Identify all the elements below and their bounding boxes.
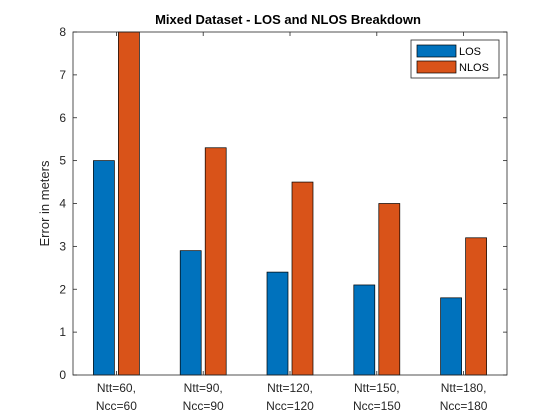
legend: LOS NLOS	[410, 39, 500, 79]
x-axis: Ntt=60, Ncc=60 Ntt=90, Ncc=90 Ntt=120, Ncc=12…	[96, 32, 488, 413]
bar-los-3	[266, 271, 289, 376]
bar-nlos-4	[378, 203, 401, 376]
chart-title: Mixed Dataset - LOS and NLOS Breakdown	[155, 12, 421, 27]
bar-nlos-2	[204, 147, 227, 376]
x-tick-label: Ncc=150	[353, 399, 401, 413]
plot-background	[73, 32, 507, 375]
legend-label-nlos: NLOS	[459, 62, 489, 74]
legend-swatch-nlos	[416, 60, 457, 74]
x-tick-label: Ncc=90	[183, 399, 224, 413]
y-tick-label: 0	[59, 368, 66, 382]
bar-los-2	[179, 250, 202, 376]
y-tick-label: 4	[59, 197, 66, 211]
bars-group	[93, 31, 487, 376]
y-tick-label: 7	[59, 68, 66, 82]
y-tick-label: 8	[59, 25, 66, 39]
y-tick-label: 1	[59, 325, 66, 339]
y-tick-label: 2	[59, 282, 66, 296]
y-tick-label: 6	[59, 111, 66, 125]
y-tick-label: 5	[59, 154, 66, 168]
x-tick-label: Ntt=120,	[267, 381, 313, 395]
legend-label-los: LOS	[459, 46, 481, 58]
bar-los-5	[440, 297, 462, 376]
x-tick-label: Ncc=120	[266, 399, 314, 413]
x-tick-label: Ncc=180	[440, 399, 488, 413]
y-axis-title: Error in meters	[37, 160, 52, 246]
bar-nlos-3	[291, 181, 314, 376]
bar-nlos-1	[118, 31, 140, 376]
x-tick-label: Ntt=180,	[441, 381, 487, 395]
x-tick-label: Ncc=60	[96, 399, 137, 413]
bar-los-4	[353, 284, 376, 376]
x-tick-label: Ntt=90,	[184, 381, 223, 395]
y-axis: 0 1 2 3 4 5 6 7 8	[59, 25, 507, 382]
bar-los-1	[93, 160, 115, 376]
bar-nlos-5	[465, 237, 487, 376]
x-tick-label: Ntt=60,	[97, 381, 136, 395]
y-tick-label: 3	[59, 239, 66, 253]
x-tick-label: Ntt=150,	[354, 381, 400, 395]
legend-swatch-los	[416, 44, 457, 58]
